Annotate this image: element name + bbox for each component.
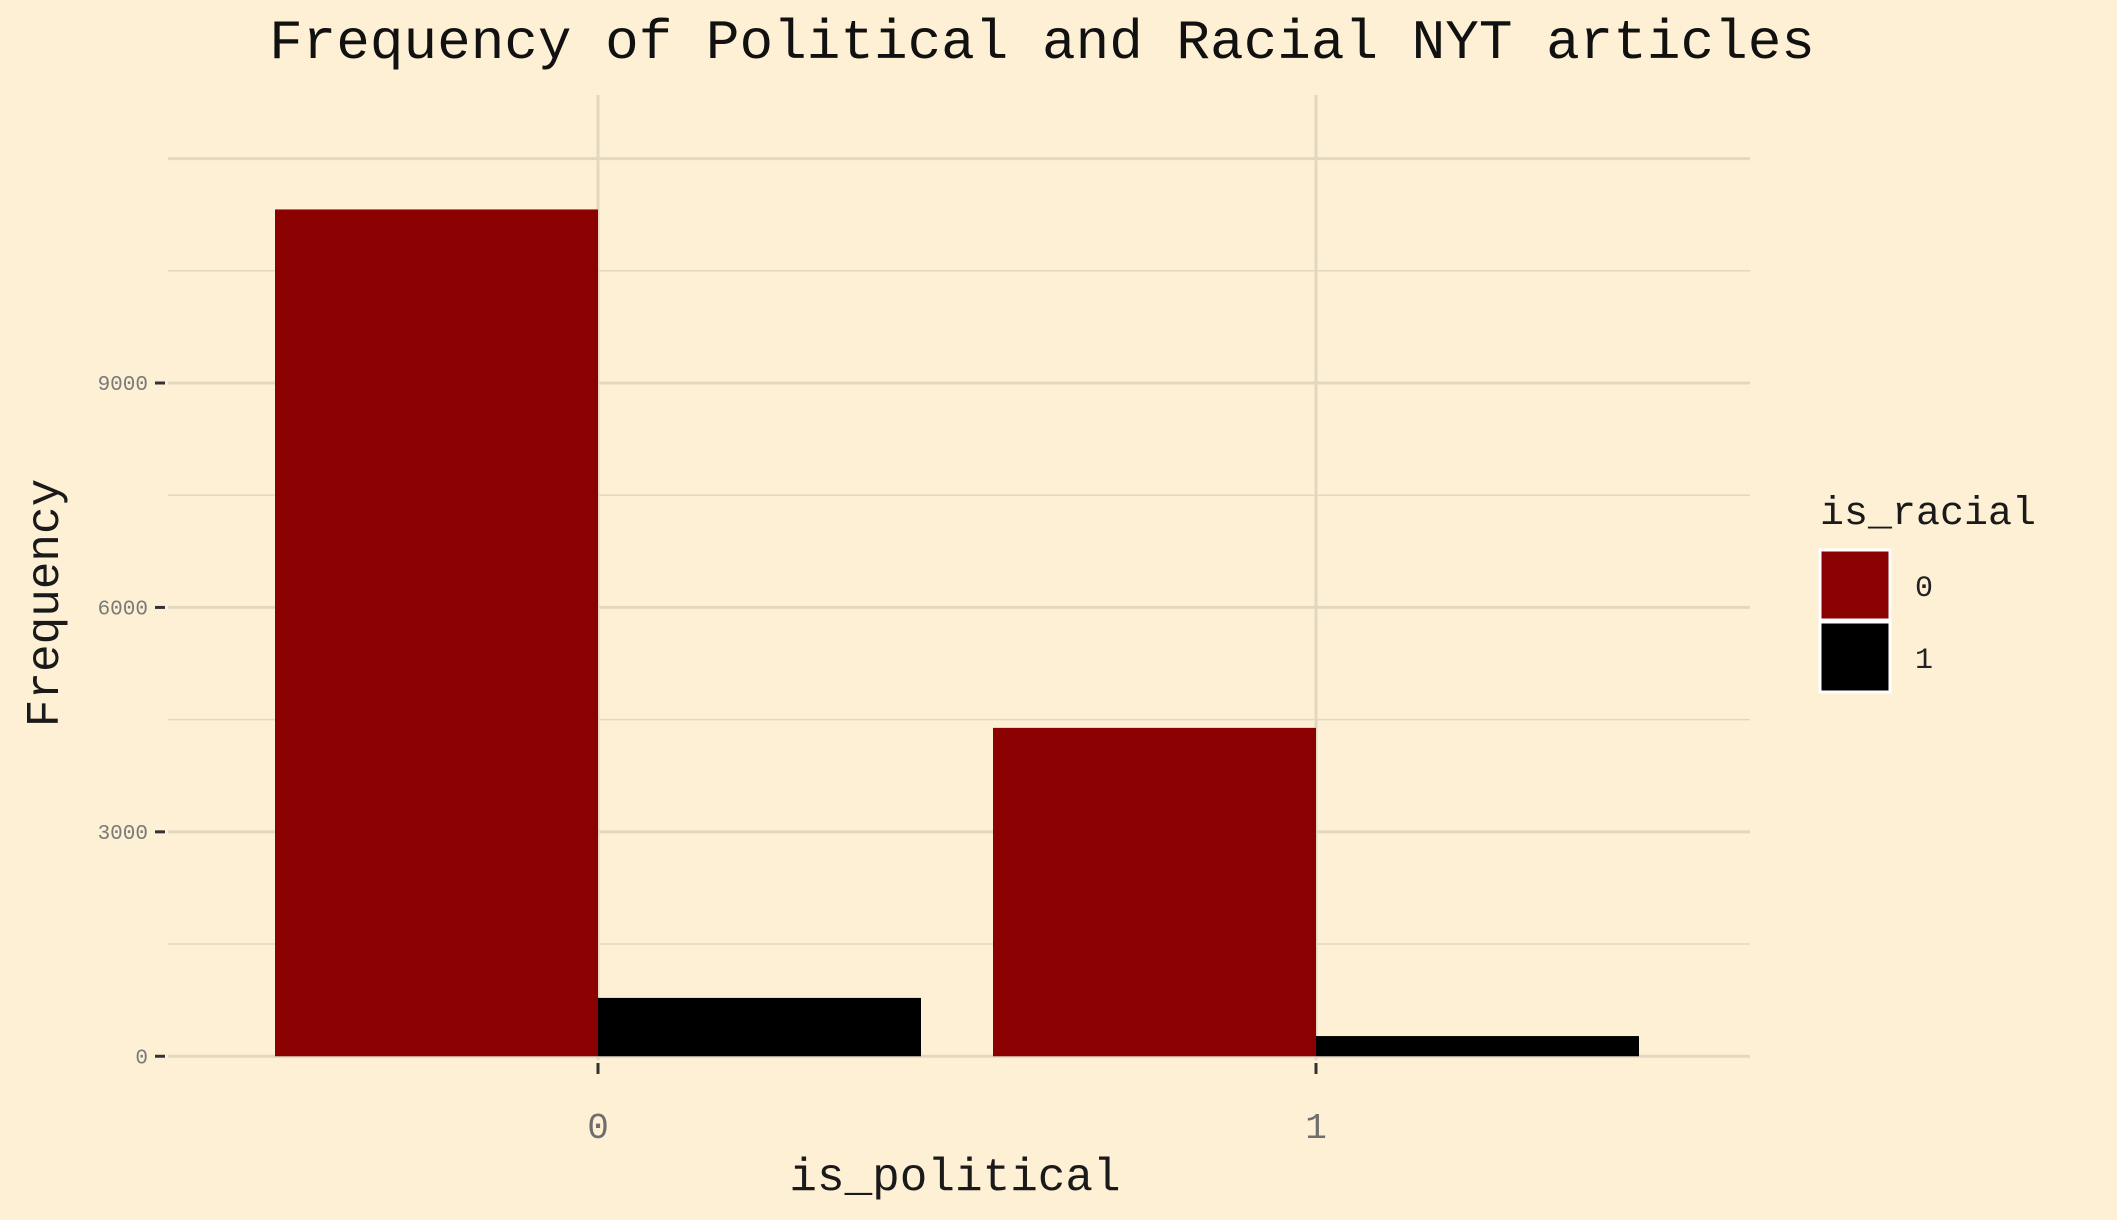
bars: [275, 209, 1639, 1057]
legend-title: is_racial: [1820, 492, 2036, 537]
y-tick-label: 6000: [98, 598, 148, 621]
bar-1-0: [993, 727, 1316, 1057]
legend-key-0: [1818, 548, 1892, 622]
bar-1-1: [1316, 1036, 1639, 1057]
x-axis-title: is_political: [789, 1152, 1120, 1204]
legend-label-0: 0: [1915, 572, 1933, 606]
y-tick-label: 0: [135, 1047, 148, 1070]
legend-label-1: 1: [1915, 644, 1933, 678]
legend: is_racial 0 1: [1818, 492, 2036, 694]
y-tick-label: 3000: [98, 823, 148, 846]
x-tick-label: 1: [1305, 1108, 1327, 1149]
x-tick-label: 0: [587, 1108, 609, 1149]
legend-key-1: [1818, 620, 1892, 694]
bar-0-1: [598, 997, 921, 1057]
chart-title: Frequency of Political and Racial NYT ar…: [269, 11, 1815, 75]
y-axis-title: Frequency: [20, 479, 72, 727]
bar-0-0: [275, 209, 598, 1057]
y-tick-label: 9000: [98, 374, 148, 397]
axes: 0 3000 6000 9000 0 1: [98, 374, 1327, 1149]
